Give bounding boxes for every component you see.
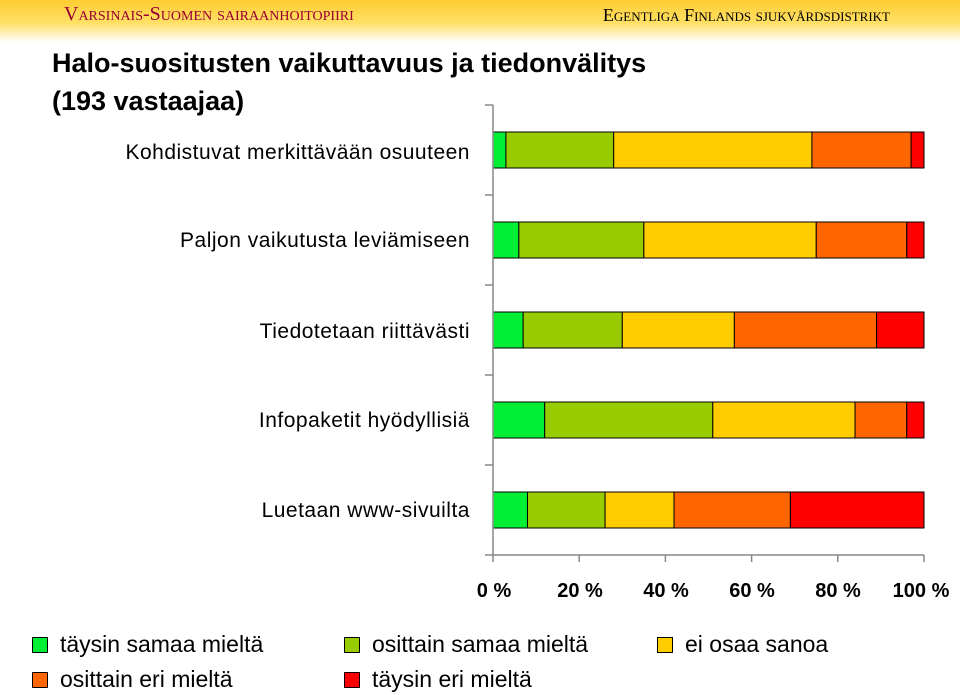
legend-label-1: täysin samaa mieltä <box>60 631 264 657</box>
bar-segment-3-4 <box>733 311 878 349</box>
bar-segment-2-1 <box>492 221 520 259</box>
legend-label-2: osittain samaa mieltä <box>372 631 589 657</box>
category-label-3: Tiedotetaan riittävästi <box>259 320 470 343</box>
bar-segment-5-5 <box>789 491 925 529</box>
category-label-1: Kohdistuvat merkittävään osuuteen <box>125 141 470 164</box>
legend-item-1: täysin samaa mieltä <box>32 631 263 658</box>
legend-swatch-2 <box>344 636 360 653</box>
x-tick-label-80: 80 % <box>815 580 861 602</box>
bar-segment-4-5 <box>906 401 925 439</box>
bar-segment-1-1 <box>492 131 507 169</box>
x-tick-label-0: 0 % <box>476 580 512 602</box>
bar-segment-4-1 <box>492 401 546 439</box>
bar-segment-3-1 <box>492 311 524 349</box>
bar-segment-2-5 <box>906 221 925 259</box>
bar-segment-5-2 <box>526 491 606 529</box>
bar-segment-3-5 <box>876 311 925 349</box>
x-tick-label-20: 20 % <box>557 580 603 602</box>
legend-swatch-3 <box>657 636 673 653</box>
legend-label-3: ei osaa sanoa <box>685 631 829 657</box>
bar-segment-1-5 <box>910 131 925 169</box>
bar-segment-2-2 <box>518 221 645 259</box>
bar-segment-2-3 <box>643 221 817 259</box>
legend-item-3: ei osaa sanoa <box>657 631 828 658</box>
chart-legend: täysin samaa mieltä osittain samaa mielt… <box>32 628 960 695</box>
legend-swatch-1 <box>32 636 48 653</box>
category-label-2: Paljon vaikutusta leviämiseen <box>180 229 470 252</box>
header-left-org: Varsinais-Suomen sairaanhoitopiiri <box>64 3 354 25</box>
bar-segment-1-3 <box>613 131 813 169</box>
legend-swatch-5 <box>344 671 360 688</box>
legend-item-2: osittain samaa mieltä <box>344 631 588 658</box>
x-tick-label-60: 60 % <box>729 580 775 602</box>
category-label-5: Luetaan www-sivuilta <box>261 499 470 522</box>
bar-segment-5-3 <box>604 491 675 529</box>
bar-segment-2-4 <box>815 221 908 259</box>
bar-segment-1-4 <box>811 131 912 169</box>
bar-segment-4-3 <box>712 401 856 439</box>
bar-segment-4-4 <box>854 401 908 439</box>
legend-label-4: osittain eri mieltä <box>60 666 233 692</box>
legend-label-5: täysin eri mieltä <box>372 666 532 692</box>
bar-segment-4-2 <box>544 401 714 439</box>
legend-item-5: täysin eri mieltä <box>344 666 532 693</box>
x-tick-label-40: 40 % <box>643 580 689 602</box>
bar-segment-5-1 <box>492 491 528 529</box>
x-tick-label-100: 100 % <box>892 580 950 602</box>
chart-title: Halo-suositusten vaikuttavuus ja tiedonv… <box>52 48 647 116</box>
bar-segment-1-2 <box>505 131 615 169</box>
legend-item-4: osittain eri mieltä <box>32 666 233 693</box>
bar-segment-3-3 <box>621 311 735 349</box>
bar-segment-3-2 <box>522 311 623 349</box>
header-bar: Varsinais-Suomen sairaanhoitopiiri Egent… <box>0 0 960 42</box>
category-label-4: Infopaketit hyödyllisiä <box>258 409 470 432</box>
header-right-org: Egentliga Finlands sjukvårdsdistrikt <box>602 5 890 25</box>
bar-segment-5-4 <box>673 491 791 529</box>
legend-swatch-4 <box>32 671 48 688</box>
